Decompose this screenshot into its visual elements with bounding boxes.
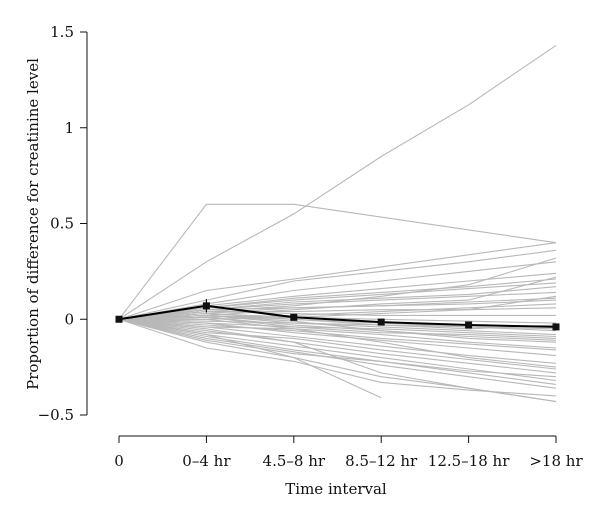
individual-series-line: [118, 314, 557, 330]
mean-series-line: [118, 304, 557, 328]
x-axis-title: Time interval: [285, 480, 387, 498]
x-tick-label: >18 hr: [529, 452, 583, 470]
mean-point: [202, 302, 210, 310]
individual-lines-layer: [118, 44, 557, 403]
individual-series-line: [118, 203, 557, 320]
individual-series-line: [118, 318, 557, 370]
individual-series-line: [118, 318, 557, 332]
individual-series-line: [118, 261, 557, 320]
mean-point: [377, 318, 385, 326]
individual-series-line: [118, 297, 557, 320]
mean-point: [290, 313, 298, 321]
individual-series-line: [118, 242, 557, 320]
individual-series-line: [118, 318, 557, 368]
x-tick-label: 12.5–18 hr: [428, 452, 510, 470]
axes-layer: −0.5 0 0.5 1 1.5 0 0–4 hr 4.5–8 hr 8.5–12 hr 12.5…: [38, 23, 584, 470]
x-tick-label: 0–4 hr: [182, 452, 231, 470]
individual-series-line: [118, 318, 557, 374]
individual-series-line: [118, 44, 557, 320]
individual-series-line: [118, 318, 557, 389]
individual-series-line: [118, 316, 557, 339]
individual-series-line: [118, 318, 382, 399]
mean-point: [552, 323, 560, 331]
y-tick-label: −0.5: [38, 406, 74, 424]
y-axis-title: Proportion of difference for creatinine …: [24, 58, 42, 390]
mean-point: [115, 315, 123, 323]
individual-series-line: [118, 318, 557, 397]
mean-point: [465, 321, 473, 329]
y-tick-label: 1: [64, 119, 74, 137]
individual-series-line: [118, 318, 557, 351]
y-tick-label: 1.5: [50, 23, 74, 41]
individual-series-line: [118, 278, 557, 320]
individual-series-line: [118, 318, 557, 378]
x-tick-label: 0: [114, 452, 124, 470]
y-tick-label: 0.5: [50, 215, 74, 233]
individual-series-line: [118, 318, 557, 385]
individual-series-line: [118, 257, 557, 320]
y-tick-label: 0: [64, 310, 74, 328]
individual-series-line: [118, 249, 557, 320]
mean-line-layer: [115, 299, 560, 331]
x-tick-label: 4.5–8 hr: [263, 452, 326, 470]
individual-series-line: [118, 318, 557, 338]
x-tick-label: 8.5–12 hr: [345, 452, 418, 470]
individual-series-line: [119, 295, 557, 320]
individual-series-line: [118, 286, 557, 320]
